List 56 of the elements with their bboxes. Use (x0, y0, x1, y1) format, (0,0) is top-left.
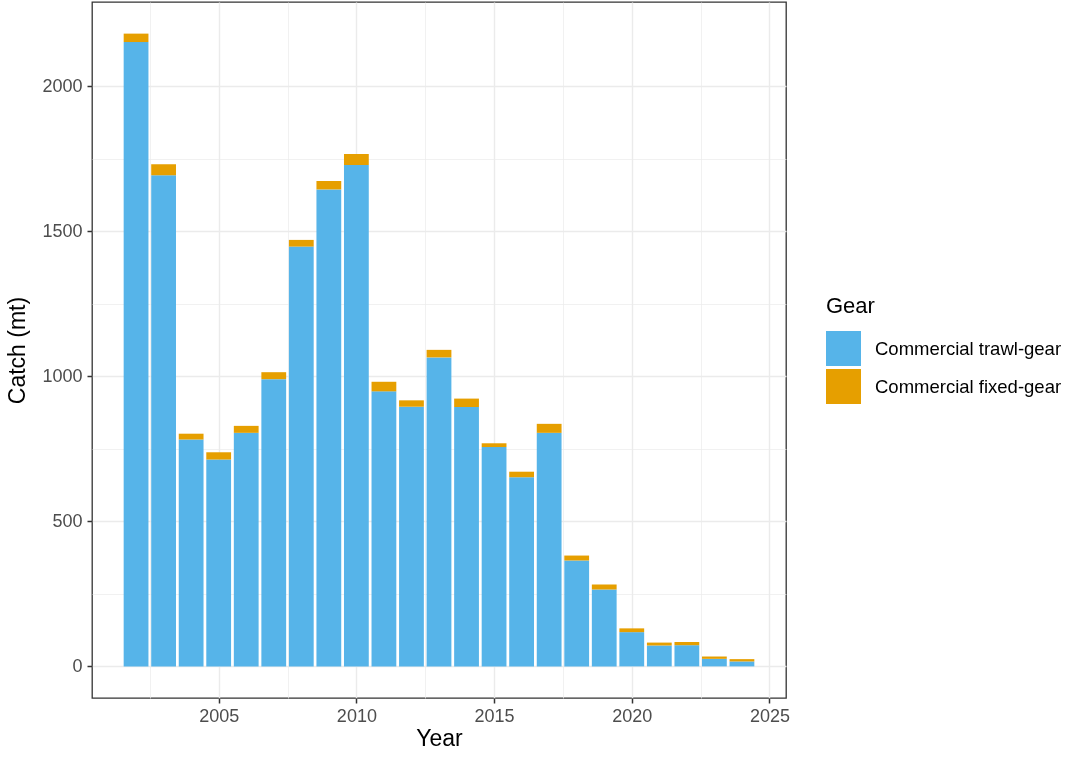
bar (426, 349, 452, 358)
bar (536, 432, 562, 667)
bar (123, 33, 149, 43)
y-tick-label: 1500 (42, 220, 83, 241)
bar (343, 165, 369, 667)
legend-label: Commercial trawl-gear (875, 337, 1062, 359)
bar (371, 381, 397, 392)
bar (729, 661, 755, 667)
bar (481, 443, 507, 448)
bar (481, 447, 507, 667)
bar (509, 471, 535, 478)
bar (123, 42, 149, 667)
bar (206, 452, 232, 460)
bar (536, 423, 562, 433)
x-axis-title: Year (416, 724, 464, 751)
bar (619, 632, 645, 667)
y-tick-label: 1000 (42, 365, 83, 386)
bar (454, 398, 479, 408)
bar (151, 175, 176, 667)
bar (233, 432, 259, 667)
bar (674, 642, 700, 646)
x-tick-label: 2020 (612, 705, 653, 726)
bar (454, 407, 479, 667)
legend-label: Commercial fixed-gear (875, 375, 1062, 397)
bar (702, 658, 727, 667)
bar (151, 164, 176, 176)
bar (316, 181, 342, 190)
bar (591, 589, 617, 667)
bar (288, 239, 314, 247)
bar (261, 372, 287, 380)
legend-title: Gear (826, 293, 875, 318)
bar (399, 406, 424, 667)
y-tick-label: 2000 (42, 75, 83, 96)
x-tick-label: 2005 (199, 705, 240, 726)
bar (399, 400, 424, 407)
bar (178, 433, 204, 440)
x-tick-label: 2025 (749, 705, 790, 726)
y-axis-title: Catch (mt) (4, 296, 31, 405)
bar (178, 439, 204, 667)
y-tick-label: 500 (52, 510, 83, 531)
bar (426, 357, 452, 667)
bar (261, 379, 287, 667)
bar (646, 645, 672, 667)
bar (619, 628, 645, 633)
bar (233, 425, 259, 433)
bar (509, 477, 535, 667)
bar (674, 645, 700, 667)
x-tick-label: 2015 (474, 705, 515, 726)
bar (564, 560, 590, 667)
y-tick-label: 0 (72, 655, 83, 676)
bar (316, 189, 342, 667)
bar (343, 154, 369, 166)
bar (288, 246, 314, 667)
x-tick-label: 2010 (336, 705, 377, 726)
bar (206, 459, 232, 667)
bar (371, 391, 397, 667)
